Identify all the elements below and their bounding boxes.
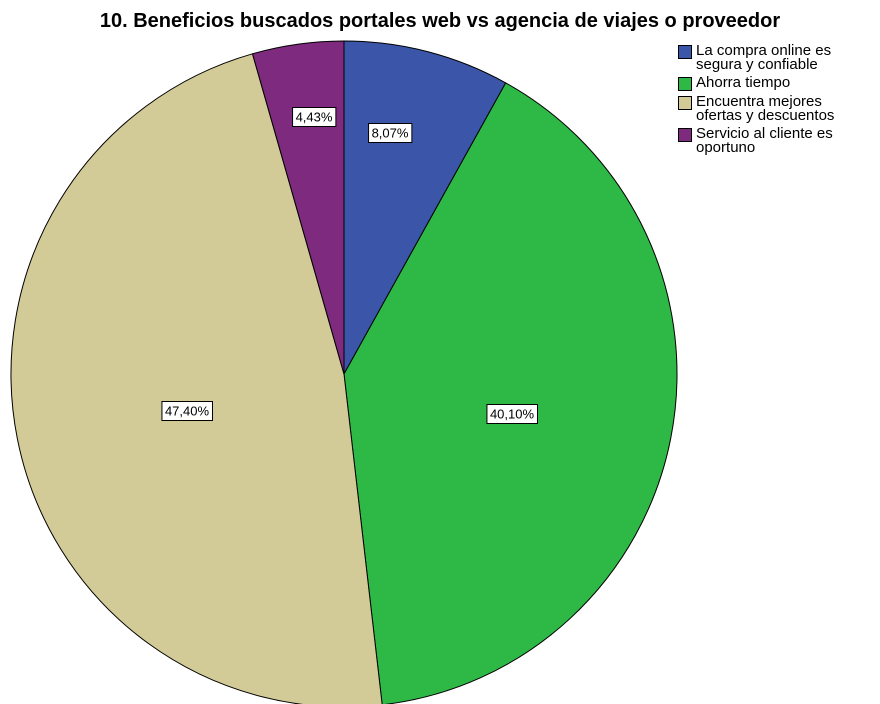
legend: La compra online es segura y confiable Ah… (678, 42, 878, 159)
legend-swatch (678, 77, 692, 91)
legend-item-1: Ahorra tiempo (678, 74, 878, 91)
slice-label-3: 4,43% (292, 107, 337, 127)
svg-text:8,07%: 8,07% (372, 126, 409, 141)
legend-item-0: La compra online es segura y confiable (678, 42, 878, 73)
chart-title: 10. Beneficios buscados portales web vs … (99, 10, 781, 32)
legend-swatch (678, 96, 692, 110)
pie-slice-labels: 8,07% 40,10% 47,40% 4,43% (161, 107, 538, 424)
legend-label: Servicio al cliente es oportuno (696, 125, 833, 156)
legend-item-3: Servicio al cliente es oportuno (678, 125, 878, 156)
legend-swatch (678, 128, 692, 142)
svg-text:40,10%: 40,10% (490, 407, 535, 422)
slice-label-1: 40,10% (486, 404, 538, 424)
legend-label: Ahorra tiempo (696, 74, 791, 91)
pie-slices (10, 40, 678, 704)
legend-swatch (678, 45, 692, 59)
pie-slice-2 (10, 53, 383, 704)
slice-label-2: 47,40% (161, 401, 213, 421)
legend-item-2: Encuentra mejores ofertas y descuentos (678, 93, 878, 124)
legend-label: La compra online es segura y confiable (696, 42, 832, 73)
svg-text:4,43%: 4,43% (296, 110, 333, 125)
svg-text:47,40%: 47,40% (165, 404, 210, 419)
pie-slice-1 (343, 82, 678, 704)
slice-label-0: 8,07% (368, 123, 413, 143)
legend-label: Encuentra mejores ofertas y descuentos (696, 93, 835, 124)
